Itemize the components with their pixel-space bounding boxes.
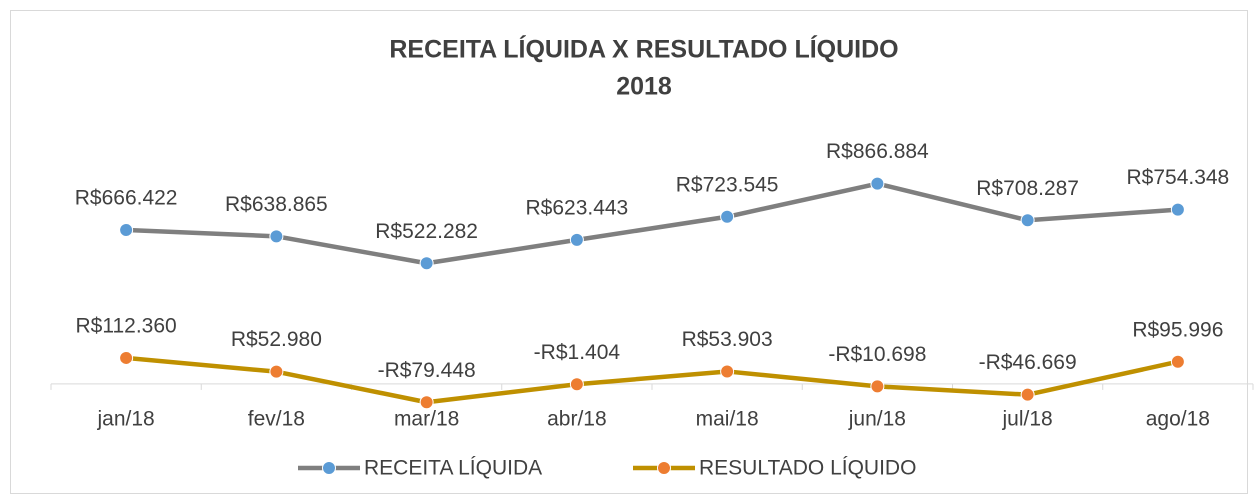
data-label: R$638.865 <box>225 193 328 216</box>
data-label: R$52.980 <box>231 328 322 351</box>
data-label: -R$79.448 <box>378 359 476 382</box>
data-point <box>1170 202 1185 217</box>
data-label: R$53.903 <box>682 328 773 351</box>
data-point <box>870 379 885 394</box>
legend-marker <box>322 461 336 475</box>
data-point <box>119 350 134 365</box>
x-tick-label: abr/18 <box>547 408 607 431</box>
x-tick-label: mar/18 <box>394 408 459 431</box>
data-point <box>269 364 284 379</box>
series-line <box>126 181 1179 266</box>
data-point <box>419 256 434 271</box>
x-tick-label: ago/18 <box>1146 408 1210 431</box>
data-label: R$112.360 <box>76 314 177 337</box>
data-label: R$723.545 <box>676 173 779 196</box>
data-label: -R$46.669 <box>979 351 1077 374</box>
data-point <box>720 364 735 379</box>
data-label: R$522.282 <box>375 220 478 243</box>
data-label: R$866.884 <box>826 140 929 163</box>
data-label: R$623.443 <box>525 196 628 219</box>
x-tick-label: jan/18 <box>97 408 155 431</box>
data-point <box>569 232 584 247</box>
chart-border <box>10 10 1248 494</box>
data-label: R$708.287 <box>976 177 1079 200</box>
data-point <box>1020 387 1035 402</box>
legend-marker <box>657 461 671 475</box>
legend-label: RECEITA LÍQUIDA <box>364 457 542 480</box>
series-line <box>125 355 1179 405</box>
data-point <box>119 222 134 237</box>
data-point <box>269 229 284 244</box>
data-point <box>720 209 735 224</box>
chart-title: RECEITA LÍQUIDA X RESULTADO LÍQUIDO <box>389 35 898 64</box>
chart-title: 2018 <box>616 73 672 101</box>
x-tick-label: fev/18 <box>248 408 305 431</box>
data-label: -R$10.698 <box>828 343 926 366</box>
x-tick-label: jul/18 <box>1002 408 1053 431</box>
x-tick-label: mai/18 <box>696 408 759 431</box>
data-point <box>569 377 584 392</box>
data-point <box>1170 354 1185 369</box>
data-label: R$754.348 <box>1126 166 1229 189</box>
legend-label: RESULTADO LÍQUIDO <box>699 457 916 480</box>
data-point <box>870 176 885 191</box>
data-label: R$666.422 <box>75 187 178 210</box>
data-label: R$95.996 <box>1132 318 1223 341</box>
x-tick-label: jun/18 <box>848 408 906 431</box>
data-point <box>1020 213 1035 228</box>
data-point <box>419 395 434 410</box>
data-label: -R$1.404 <box>534 341 621 364</box>
